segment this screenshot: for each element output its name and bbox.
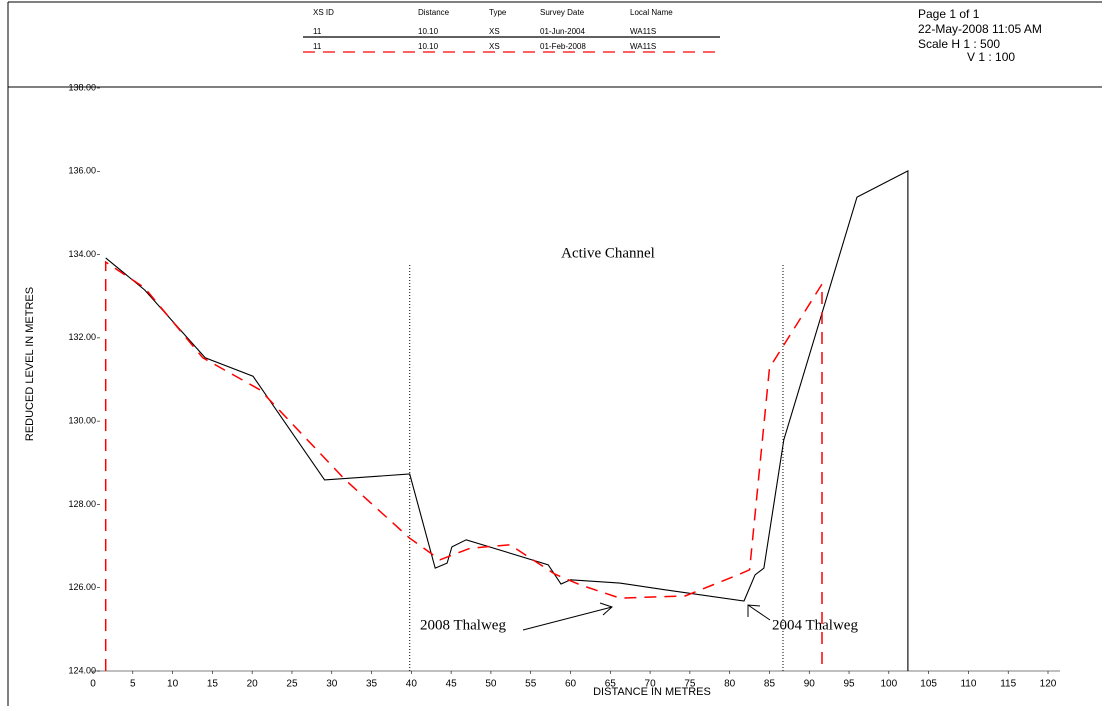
x-tick-label: 85 xyxy=(764,679,776,690)
x-tick-label: 50 xyxy=(485,679,497,690)
x-tick-label: 80 xyxy=(724,679,736,690)
legend-label: 01-Jun-2004 xyxy=(540,27,585,36)
print-date: 22-May-2008 11:05 AM xyxy=(918,22,1042,36)
x-tick-label: 35 xyxy=(366,679,378,690)
series-line xyxy=(104,260,823,671)
x-axis-title: DISTANCE IN METRES xyxy=(593,686,711,698)
x-tick-label: 20 xyxy=(247,679,259,690)
x-tick-label: 100 xyxy=(880,679,897,690)
x-tick-label: 30 xyxy=(326,679,338,690)
scale-v: V 1 : 100 xyxy=(967,50,1015,64)
header-cell: 11 xyxy=(313,27,322,36)
x-tick-label: 120 xyxy=(1040,679,1057,690)
annotation: 2004 Thalweg xyxy=(772,617,858,633)
header-cell: WA11S xyxy=(630,27,656,36)
annotation: Active Channel xyxy=(561,245,655,261)
header-cell: 11 xyxy=(313,42,322,51)
y-tick-label: 134.00 xyxy=(68,249,96,259)
x-tick-label: 55 xyxy=(525,679,537,690)
y-axis-title: REDUCED LEVEL IN METRES xyxy=(24,287,36,441)
arrow xyxy=(522,602,613,631)
x-tick-label: 15 xyxy=(207,679,219,690)
x-tick-label: 45 xyxy=(446,679,458,690)
scale-h: Scale H 1 : 500 xyxy=(918,37,1000,51)
x-tick-label: 115 xyxy=(1000,679,1016,690)
x-tick-label: 65 xyxy=(605,679,617,690)
header-column: XS ID xyxy=(313,8,334,17)
x-tick-label: 0 xyxy=(90,679,96,690)
header-cell: 10.10 xyxy=(418,27,439,36)
header-cell: XS xyxy=(489,42,500,51)
y-tick-label: 138.00 xyxy=(68,82,96,92)
x-tick-label: 70 xyxy=(645,679,657,690)
x-tick-label: 90 xyxy=(804,679,816,690)
header-column: Survey Date xyxy=(540,8,585,17)
x-tick-label: 40 xyxy=(406,679,418,690)
header-column: Type xyxy=(489,8,507,17)
x-tick-label: 60 xyxy=(565,679,577,690)
y-tick-label: 132.00 xyxy=(68,332,96,342)
header-cell: WA11S xyxy=(630,42,656,51)
x-tick-label: 105 xyxy=(920,679,937,690)
header-cell: XS xyxy=(489,27,500,36)
x-tick-label: 10 xyxy=(167,679,179,690)
header-cell: 10.10 xyxy=(418,42,439,51)
legend-label: 01-Feb-2008 xyxy=(540,42,586,51)
page-number: Page 1 of 1 xyxy=(918,7,980,21)
x-tick-label: 110 xyxy=(960,679,976,690)
x-tick-label: 25 xyxy=(286,679,298,690)
series-line xyxy=(105,169,909,671)
header-column: Local Name xyxy=(630,8,673,17)
x-tick-label: 75 xyxy=(684,679,696,690)
y-tick-label: 128.00 xyxy=(68,499,96,509)
header-column: Distance xyxy=(418,8,450,17)
y-tick-label: 136.00 xyxy=(68,166,96,176)
arrow xyxy=(747,604,771,621)
annotation: 2008 Thalweg xyxy=(420,617,506,633)
y-tick-label: 124.00 xyxy=(68,665,96,675)
x-tick-label: 5 xyxy=(130,679,136,690)
y-tick-label: 130.00 xyxy=(68,416,96,426)
y-tick-label: 126.00 xyxy=(68,582,96,592)
x-tick-label: 95 xyxy=(843,679,855,690)
